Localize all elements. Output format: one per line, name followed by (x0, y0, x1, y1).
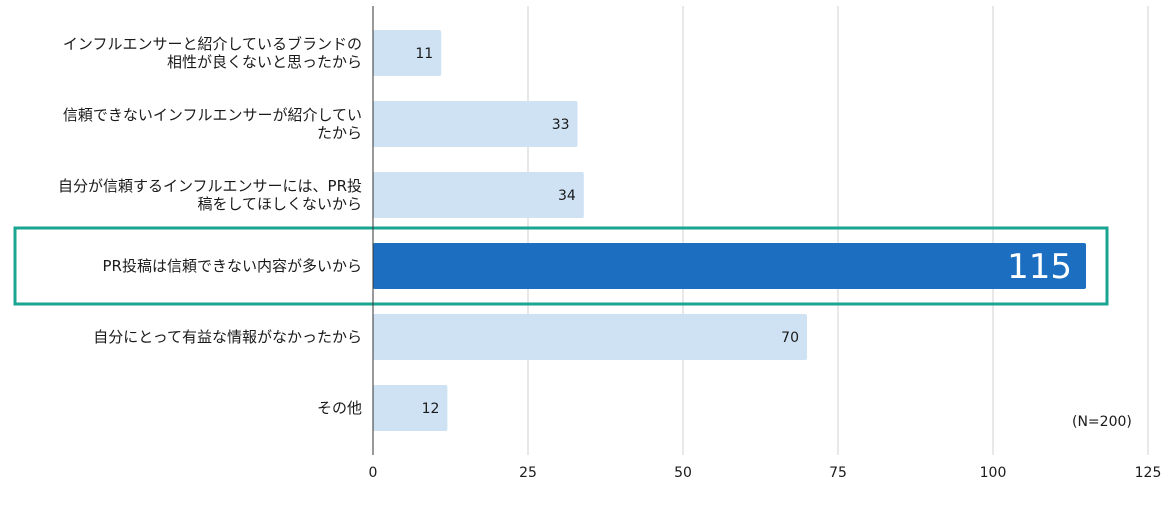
bar-value-label: 34 (558, 188, 576, 204)
sample-size-note: (N=200) (1072, 414, 1132, 430)
bar (373, 172, 584, 218)
x-tick-label: 25 (519, 465, 537, 481)
bar-value-label: 70 (781, 330, 799, 346)
category-label: PR投稿は信頼できない内容が多いから (103, 257, 362, 275)
x-tick-label: 100 (980, 465, 1007, 481)
category-label: 相性が良くないと思ったから (167, 53, 362, 71)
bar (373, 385, 448, 431)
x-axis-ticks: 0 25 50 75 100 125 (369, 465, 1162, 481)
highlight-box (13, 226, 1109, 306)
x-tick-label: 125 (1135, 465, 1162, 481)
bar (373, 314, 807, 360)
category-label: 稿をしてほしくないから (197, 195, 362, 213)
category-label: インフルエンサーと紹介しているブランドの (63, 35, 362, 53)
category-label: たから (317, 124, 362, 142)
x-tick-label: 75 (829, 465, 847, 481)
category-label: その他 (317, 399, 362, 417)
bar-highlighted (373, 243, 1086, 289)
x-tick-label: 50 (674, 465, 692, 481)
category-label: 自分にとって有益な情報がなかったから (93, 328, 362, 346)
category-labels: インフルエンサーと紹介しているブランドの相性が良くないと思ったから信頼できないイ… (58, 35, 362, 417)
category-label: 自分が信頼するインフルエンサーには、PR投 (58, 177, 362, 195)
bar-value-label: 33 (552, 117, 570, 133)
bar-value-label: 12 (422, 401, 440, 417)
bars: 11 33 34 115 70 12 (373, 30, 1086, 431)
bar (373, 101, 578, 147)
bar (373, 30, 442, 76)
category-label: 信頼できないインフルエンサーが紹介してい (63, 106, 362, 124)
x-tick-label: 0 (369, 465, 378, 481)
grid-lines (527, 6, 1149, 455)
bar-value-label: 115 (1007, 247, 1072, 287)
bar-value-label: 11 (415, 46, 433, 62)
